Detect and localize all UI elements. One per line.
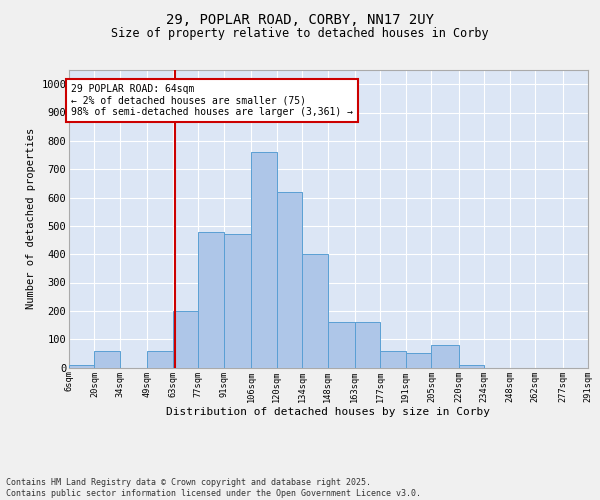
Bar [224,234,251,368]
Y-axis label: Number of detached properties: Number of detached properties [26,128,35,310]
Bar [198,232,224,368]
Text: 29, POPLAR ROAD, CORBY, NN17 2UY: 29, POPLAR ROAD, CORBY, NN17 2UY [166,12,434,26]
X-axis label: Distribution of detached houses by size in Corby: Distribution of detached houses by size … [167,408,491,418]
Text: Contains HM Land Registry data © Crown copyright and database right 2025.
Contai: Contains HM Land Registry data © Crown c… [6,478,421,498]
Bar [431,345,459,368]
Bar [406,354,431,368]
Bar [94,350,120,368]
Bar [355,322,380,368]
Bar [277,192,302,368]
Text: 29 POPLAR ROAD: 64sqm
← 2% of detached houses are smaller (75)
98% of semi-detac: 29 POPLAR ROAD: 64sqm ← 2% of detached h… [71,84,353,117]
Bar [148,350,173,368]
Bar [173,311,198,368]
Bar [328,322,355,368]
Bar [251,152,277,368]
Text: Size of property relative to detached houses in Corby: Size of property relative to detached ho… [111,28,489,40]
Bar [380,350,406,368]
Bar [69,364,94,368]
Bar [302,254,328,368]
Bar [459,364,484,368]
